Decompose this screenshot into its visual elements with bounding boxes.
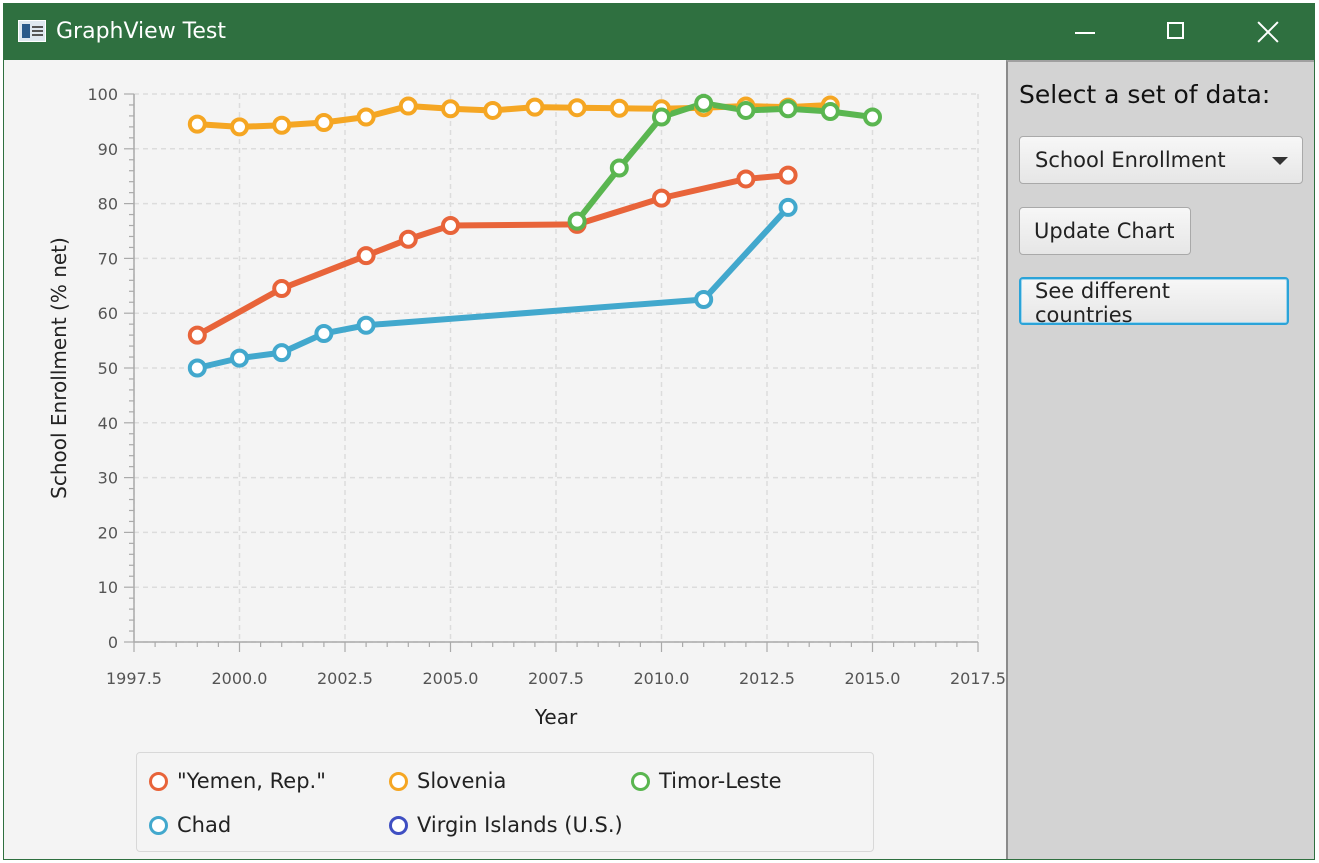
series-line bbox=[194, 172, 792, 339]
minimize-icon bbox=[1075, 32, 1095, 34]
data-point bbox=[652, 107, 671, 127]
y-tick-label: 0 bbox=[108, 633, 118, 652]
y-tick-label: 100 bbox=[87, 85, 118, 104]
x-tick-label: 2000.0 bbox=[212, 669, 268, 688]
line-chart: 0 10 20 30 40 50 60 70 80 90 100 1997.5 2000.0 2002.5… bbox=[47, 85, 1006, 729]
x-tick-label: 2010.0 bbox=[634, 669, 690, 688]
data-point bbox=[694, 93, 714, 113]
y-tick-label: 50 bbox=[98, 359, 118, 378]
close-button[interactable] bbox=[1222, 4, 1314, 60]
data-point bbox=[609, 98, 629, 118]
y-tick-label: 30 bbox=[98, 469, 118, 488]
legend-label: Virgin Islands (U.S.) bbox=[417, 813, 623, 837]
app-window: GraphView Test 0 10 20 30 40 50 60 70 80 90 100 199… bbox=[3, 3, 1315, 860]
data-point bbox=[820, 102, 840, 122]
legend-item: Timor-Leste bbox=[631, 769, 782, 793]
data-point bbox=[314, 112, 334, 132]
data-point bbox=[694, 290, 714, 309]
legend-marker-icon bbox=[149, 815, 168, 835]
select-data-label: Select a set of data: bbox=[1019, 80, 1271, 109]
y-axis-label: School Enrollment (% net) bbox=[47, 237, 71, 499]
x-tick-label: 1997.5 bbox=[106, 669, 162, 688]
x-tick-label: 2007.5 bbox=[528, 669, 584, 688]
legend-marker-icon bbox=[149, 771, 168, 791]
legend-item: Chad bbox=[149, 813, 231, 837]
y-tick-label: 90 bbox=[98, 140, 118, 159]
legend-marker-icon bbox=[389, 771, 408, 791]
minimize-button[interactable] bbox=[1038, 4, 1130, 60]
chart-legend: "Yemen, Rep." Slovenia Timor-Leste Chad Virg… bbox=[136, 752, 874, 852]
legend-label: Timor-Leste bbox=[659, 769, 782, 793]
y-tick-label: 10 bbox=[98, 578, 118, 597]
app-window-icon bbox=[18, 20, 46, 42]
data-point bbox=[736, 100, 756, 120]
data-set-dropdown[interactable]: School Enrollment bbox=[1019, 136, 1303, 184]
data-point bbox=[398, 229, 418, 249]
data-point bbox=[441, 216, 460, 236]
data-point bbox=[272, 115, 292, 135]
legend-label: Chad bbox=[177, 813, 232, 837]
y-tick-label: 60 bbox=[98, 304, 118, 323]
x-tick-label: 2017.5 bbox=[950, 669, 1006, 688]
dropdown-selected-value: School Enrollment bbox=[1035, 148, 1226, 172]
legend-marker-icon bbox=[631, 771, 650, 791]
data-point bbox=[356, 315, 376, 335]
chevron-down-icon bbox=[1272, 157, 1288, 165]
data-point bbox=[441, 99, 460, 119]
x-tick-label: 2015.0 bbox=[845, 669, 901, 688]
data-point bbox=[187, 114, 207, 134]
update-chart-button[interactable]: Update Chart bbox=[1019, 207, 1191, 255]
data-point bbox=[314, 323, 334, 343]
chart-area: 0 10 20 30 40 50 60 70 80 90 100 1997.5 2000.0 2002.5… bbox=[4, 60, 1006, 861]
data-point bbox=[398, 96, 418, 116]
data-point bbox=[272, 279, 292, 299]
data-point bbox=[230, 348, 249, 368]
legend-label: Slovenia bbox=[417, 769, 507, 793]
y-tick-label: 20 bbox=[98, 523, 118, 542]
see-different-countries-button[interactable]: See different countries bbox=[1019, 277, 1289, 327]
data-point bbox=[567, 211, 587, 231]
x-tick-label: 2012.5 bbox=[739, 669, 795, 688]
title-bar[interactable]: GraphView Test bbox=[4, 4, 1314, 60]
x-axis-label: Year bbox=[534, 705, 578, 729]
data-point bbox=[230, 117, 249, 137]
data-point bbox=[778, 165, 798, 185]
data-point bbox=[778, 197, 798, 217]
close-icon bbox=[1256, 20, 1280, 44]
y-tick-label: 70 bbox=[98, 249, 118, 268]
y-tick-label: 40 bbox=[98, 414, 118, 433]
window-title: GraphView Test bbox=[56, 19, 227, 44]
legend-item: "Yemen, Rep." bbox=[149, 769, 326, 793]
legend-item: Slovenia bbox=[389, 769, 506, 793]
x-tick-label: 2002.5 bbox=[317, 669, 373, 688]
data-point bbox=[356, 246, 376, 266]
x-tick-label: 2005.0 bbox=[423, 669, 479, 688]
data-point bbox=[525, 97, 545, 117]
data-point bbox=[272, 343, 292, 363]
data-point bbox=[609, 158, 629, 178]
data-point bbox=[483, 100, 503, 120]
data-point bbox=[863, 107, 882, 127]
data-point bbox=[187, 325, 207, 345]
maximize-icon bbox=[1167, 22, 1184, 39]
data-point bbox=[652, 188, 671, 208]
side-panel: Select a set of data: School Enrollment … bbox=[1006, 60, 1314, 859]
y-tick-label: 80 bbox=[98, 195, 118, 214]
data-point bbox=[187, 358, 207, 378]
data-point bbox=[778, 99, 798, 119]
legend-item: Virgin Islands (U.S.) bbox=[389, 813, 623, 837]
legend-marker-icon bbox=[389, 815, 408, 835]
data-point bbox=[567, 98, 587, 118]
data-point bbox=[736, 169, 756, 189]
data-point bbox=[356, 107, 376, 127]
maximize-button[interactable] bbox=[1130, 4, 1222, 60]
legend-label: "Yemen, Rep." bbox=[177, 769, 326, 793]
